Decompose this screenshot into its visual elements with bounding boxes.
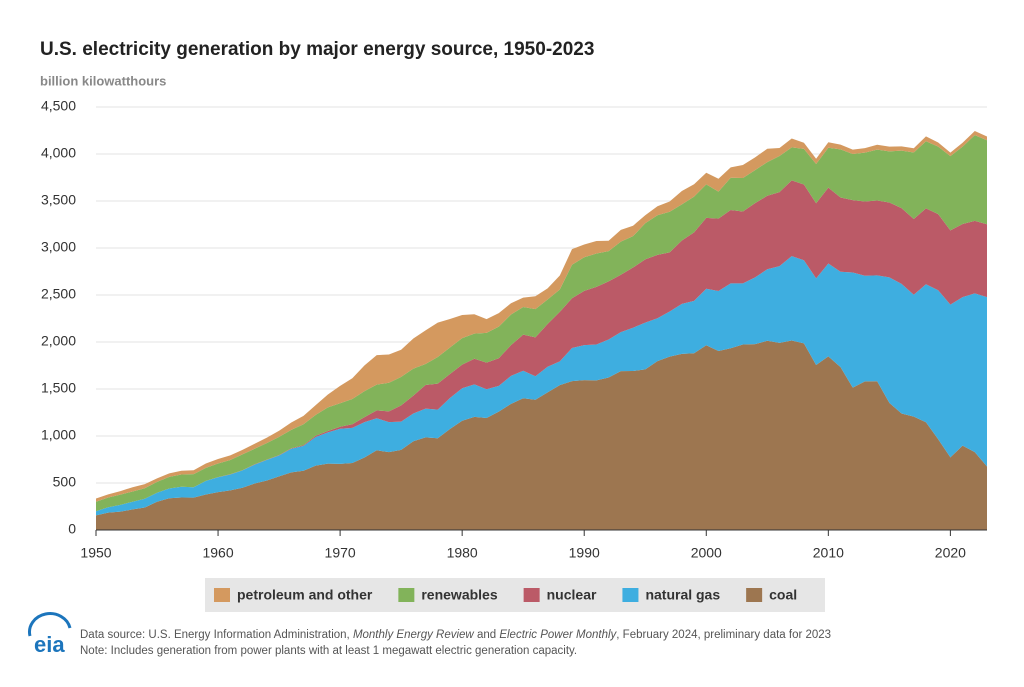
legend-box xyxy=(205,578,825,612)
legend-item: petroleum and other xyxy=(214,587,373,603)
legend-swatch xyxy=(622,588,639,602)
logo-text: eia xyxy=(34,632,65,657)
eia-logo: eia xyxy=(28,612,72,657)
legend-swatch xyxy=(523,588,540,602)
legend-label: renewables xyxy=(421,587,497,603)
legend-item: natural gas xyxy=(622,587,720,603)
y-tick-label: 4,000 xyxy=(41,145,76,161)
legend-label: natural gas xyxy=(645,587,720,603)
x-tick-label: 1990 xyxy=(569,545,600,561)
legend-label: petroleum and other xyxy=(237,587,373,603)
chart-subtitle: billion kilowatthours xyxy=(40,73,166,88)
x-tick-label: 2010 xyxy=(813,545,844,561)
legend-label: nuclear xyxy=(547,587,597,603)
x-tick-label: 1980 xyxy=(447,545,478,561)
source-text: Data source: U.S. Energy Information Adm… xyxy=(80,629,353,641)
y-tick-label: 3,500 xyxy=(41,192,76,208)
x-tick-label: 2020 xyxy=(935,545,966,561)
source-text: and xyxy=(474,629,500,641)
y-tick-label: 500 xyxy=(53,474,77,490)
legend-swatch xyxy=(398,588,415,602)
y-tick-label: 1,000 xyxy=(41,427,76,443)
area xyxy=(96,340,987,530)
y-tick-label: 0 xyxy=(68,521,76,537)
chart-title: U.S. electricity generation by major ene… xyxy=(40,39,594,60)
y-tick-label: 1,500 xyxy=(41,380,76,396)
footnote: Note: Includes generation from power pla… xyxy=(80,645,577,657)
source-text: , February 2024, preliminary data for 20… xyxy=(616,629,831,641)
x-tick-label: 1960 xyxy=(202,545,233,561)
area xyxy=(96,135,987,512)
legend-item: renewables xyxy=(398,587,498,603)
legend-swatch xyxy=(214,588,230,602)
source-text: Electric Power Monthly xyxy=(499,629,617,641)
y-tick-label: 2,000 xyxy=(41,333,76,349)
y-tick-label: 2,500 xyxy=(41,286,76,302)
x-tick-label: 1970 xyxy=(325,545,356,561)
x-tick-label: 1950 xyxy=(80,545,111,561)
source-note: Data source: U.S. Energy Information Adm… xyxy=(80,629,831,641)
legend-item: coal xyxy=(746,587,797,603)
area xyxy=(96,256,987,516)
legend-label: coal xyxy=(769,587,797,603)
source-text: Monthly Energy Review xyxy=(353,629,474,641)
area xyxy=(96,180,987,512)
x-tick-label: 2000 xyxy=(691,545,722,561)
y-tick-label: 4,500 xyxy=(41,98,76,114)
legend-item: nuclear xyxy=(523,587,597,603)
area xyxy=(96,131,987,502)
legend-swatch xyxy=(746,588,763,602)
y-tick-label: 3,000 xyxy=(41,239,76,255)
